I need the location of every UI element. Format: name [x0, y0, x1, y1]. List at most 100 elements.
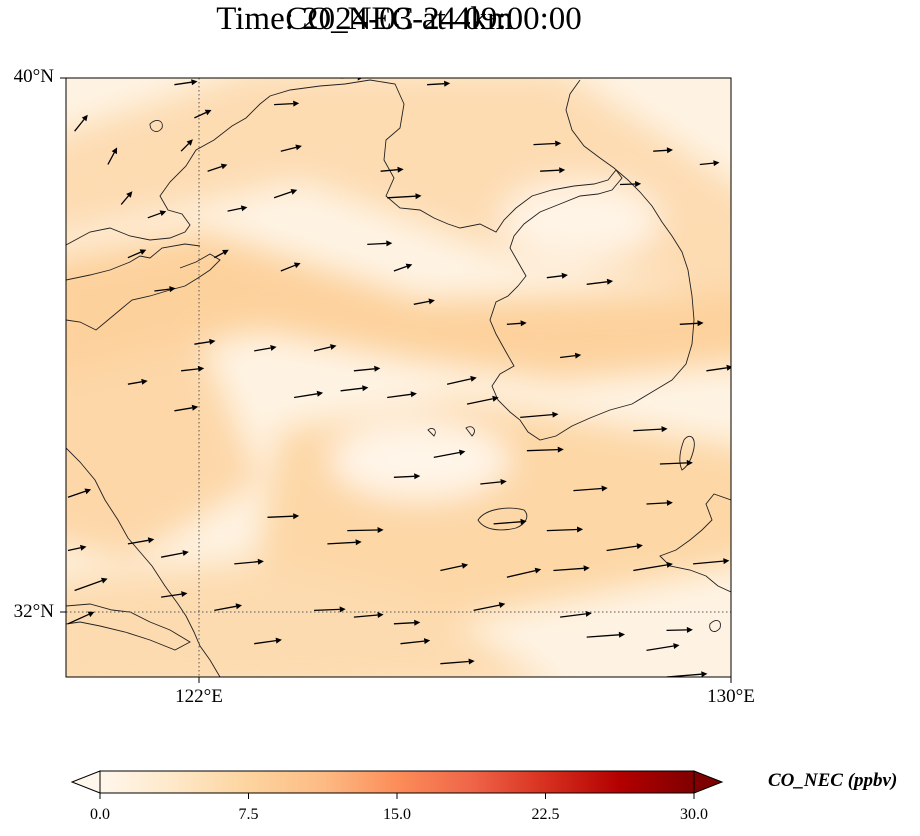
wind-arrow — [147, 210, 167, 219]
coast-yangtze — [66, 603, 191, 651]
wind-arrow — [273, 189, 298, 199]
wind-arrow — [161, 591, 188, 598]
wind-arrow — [387, 193, 422, 200]
wind-arrow — [367, 240, 393, 247]
wind-arrow — [433, 449, 466, 459]
wind-arrow — [653, 147, 673, 154]
wind-arrow — [347, 527, 384, 533]
coast-bohai-west — [66, 243, 201, 281]
wind-arrow — [619, 181, 642, 187]
map-title-line-1: CO_NEC at 4km — [285, 1, 513, 37]
wind-arrow — [553, 565, 590, 572]
wind-arrow — [560, 610, 592, 618]
wind-arrow — [706, 364, 731, 372]
wind-arrow — [67, 611, 95, 625]
wind-arrow — [254, 345, 277, 352]
field-band-west — [66, 340, 260, 560]
wind-arrow — [440, 562, 469, 572]
wind-arrow — [533, 140, 562, 147]
field-band-central — [66, 230, 731, 380]
wind-arrow — [646, 499, 673, 506]
coast-kyushu — [659, 493, 731, 593]
colorbar-high-extend — [693, 770, 724, 794]
wind-arrow — [400, 638, 431, 645]
wind-arrow — [380, 166, 404, 173]
wind-arrow — [214, 603, 242, 612]
wind-arrow — [74, 114, 88, 132]
lon-label-122e: 122°E — [175, 686, 223, 707]
wind-arrow — [506, 320, 527, 327]
graticule — [66, 78, 731, 677]
colorbar-low-extend — [70, 770, 101, 794]
wind-arrow — [127, 378, 148, 385]
wind-arrow — [280, 144, 302, 152]
coast-jiangsu — [66, 447, 221, 677]
wind-arrow — [267, 513, 300, 520]
wind-arrow — [274, 100, 300, 107]
wind-arrow — [254, 637, 282, 645]
colorbar-tick-label: 0.0 — [90, 806, 110, 823]
wind-arrow — [154, 286, 176, 293]
wind-arrow — [353, 612, 384, 618]
colorbar-ticks — [99, 793, 695, 799]
colorbar-tick-label: 15.0 — [383, 806, 411, 823]
wind-arrow — [473, 602, 506, 612]
wind-arrow — [227, 205, 248, 212]
wind-arrow — [573, 485, 608, 492]
wind-arrow — [606, 543, 643, 552]
wind-arrow — [387, 391, 417, 399]
wind-arrow — [493, 518, 527, 525]
wind-arrow — [446, 375, 477, 385]
colorbar-body — [99, 770, 695, 794]
coast-liaodong — [66, 83, 346, 246]
map-title-line-2: Time: 2024-03-24 09:00:00 — [216, 1, 582, 37]
wind-arrow — [480, 479, 507, 485]
wind-arrow — [181, 365, 205, 372]
wind-arrow — [393, 473, 421, 480]
wind-arrow — [127, 537, 155, 545]
wind-arrow — [646, 643, 680, 652]
wind-arrow — [67, 488, 92, 498]
concentration-field — [66, 78, 731, 677]
wind-arrow — [466, 395, 499, 405]
wind-arrow — [693, 558, 730, 565]
colorbar-label: CO_NEC (ppbv) — [768, 770, 898, 791]
wind-arrow — [586, 631, 625, 638]
wind-arrow — [520, 411, 559, 419]
wind-arrow — [560, 352, 582, 359]
wind-arrow — [180, 139, 193, 152]
lat-label-32n: 32°N — [13, 601, 54, 622]
wind-arrow — [174, 404, 199, 412]
wind-arrow — [194, 338, 216, 345]
wind-arrow — [313, 344, 337, 352]
wind-arrow — [207, 163, 228, 172]
wind-arrow — [160, 550, 189, 558]
wind-arrow — [659, 459, 693, 466]
wind-arrow — [327, 539, 362, 546]
colorbar-tick-label: 30.0 — [680, 806, 708, 823]
colorbar-tick-label: 7.5 — [238, 806, 259, 823]
wind-arrow — [633, 426, 668, 433]
wind-arrow — [174, 79, 198, 86]
lat-label-40n: 40°N — [13, 66, 54, 87]
wind-arrow — [234, 558, 264, 565]
field-band-southwest — [66, 560, 540, 677]
map-frame — [65, 77, 732, 678]
wind-arrow — [213, 249, 229, 259]
colorbar-tick-label: 22.5 — [531, 806, 560, 823]
wind-arrow — [280, 262, 301, 272]
wind-arrow — [679, 320, 704, 327]
wind-arrow — [506, 567, 542, 578]
wind-arrow — [393, 619, 421, 626]
wind-arrow — [293, 390, 324, 399]
wind-arrow — [633, 561, 673, 572]
wind-arrow — [74, 577, 108, 592]
coast-korea-nw — [344, 79, 695, 441]
wind-arrow — [340, 385, 369, 392]
coast-small-islands — [149, 120, 721, 632]
wind-arrow — [699, 160, 720, 167]
wind-arrow — [127, 249, 147, 259]
wind-arrow — [413, 298, 435, 305]
wind-arrow — [194, 109, 212, 119]
